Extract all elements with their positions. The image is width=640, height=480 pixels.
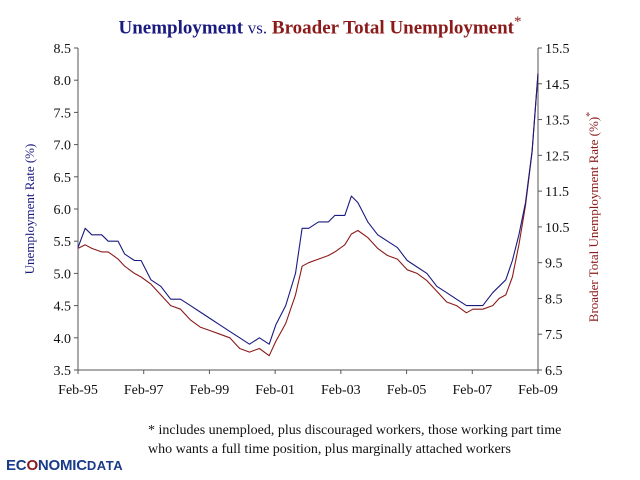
- right-tick-label: 11.5: [545, 185, 569, 200]
- left-tick-label: 4.5: [54, 300, 72, 315]
- right-tick-label: 14.5: [545, 78, 570, 93]
- title-unemployment: Unemployment: [118, 17, 244, 39]
- plot-area: 3.5 4.0 4.5 5.0 5.5 6.0 6.5 7.0 7.5 8.0 8.5 6.5 7.5 8…: [22, 42, 601, 398]
- x-tick-label: Feb-03: [321, 383, 361, 398]
- logo-accent: O: [26, 457, 38, 474]
- x-tick-label: Feb-97: [124, 383, 164, 398]
- left-tick-label: 8.5: [54, 42, 72, 57]
- logo-part-2: NOMIC: [37, 457, 87, 474]
- left-tick-label: 8.0: [54, 74, 72, 89]
- x-tick-label: Feb-05: [387, 383, 427, 398]
- right-tick-label: 10.5: [545, 221, 570, 236]
- right-axis-title-asterisk: *: [585, 112, 596, 117]
- chart-title: Unemployment vs. Broader Total Unemploym…: [0, 14, 640, 39]
- x-tick-label: Feb-99: [190, 383, 230, 398]
- logo-part-3: DATA: [86, 458, 124, 473]
- left-tick-label: 7.5: [54, 106, 72, 121]
- title-vs: vs.: [247, 18, 268, 38]
- x-tick-label: Feb-09: [518, 383, 558, 398]
- left-axis-title: Unemployment Rate (%): [22, 144, 37, 275]
- left-tick-label: 4.0: [54, 332, 72, 347]
- footnote-line-1: * includes unemploed, plus discouraged w…: [148, 423, 562, 438]
- right-tick-label: 12.5: [545, 149, 570, 164]
- title-asterisk: *: [514, 14, 522, 30]
- x-tick-label: Feb-07: [452, 383, 492, 398]
- left-tick-label: 6.0: [54, 203, 72, 218]
- left-tick-label: 6.5: [54, 171, 72, 186]
- left-tick-label: 5.0: [54, 267, 72, 282]
- right-tick-label: 15.5: [545, 42, 570, 57]
- right-tick-label: 9.5: [545, 257, 563, 272]
- right-tick-label: 13.5: [545, 114, 570, 129]
- footnote: * includes unemploed, plus discouraged w…: [148, 421, 628, 459]
- logo-part-1: EC: [6, 457, 27, 474]
- title-broader: Broader Total Unemployment: [271, 17, 515, 39]
- economicdata-logo: ECONOMICDATA: [6, 457, 123, 474]
- right-tick-label: 7.5: [545, 328, 563, 343]
- footnote-line-2: who wants a full time position, plus mar…: [148, 442, 511, 457]
- left-tick-label: 5.5: [54, 235, 72, 250]
- right-tick-label: 6.5: [545, 364, 563, 379]
- x-tick-label: Feb-01: [255, 383, 295, 398]
- x-tick-label: Feb-95: [58, 383, 98, 398]
- unemployment-line: [77, 73, 539, 345]
- right-axis-title: Broader Total Unemployment Rate (%)*: [585, 112, 601, 322]
- broader-unemployment-line: [77, 72, 539, 357]
- right-tick-label: 8.5: [545, 292, 563, 307]
- left-tick-label: 7.0: [54, 139, 72, 154]
- left-tick-label: 3.5: [54, 364, 72, 379]
